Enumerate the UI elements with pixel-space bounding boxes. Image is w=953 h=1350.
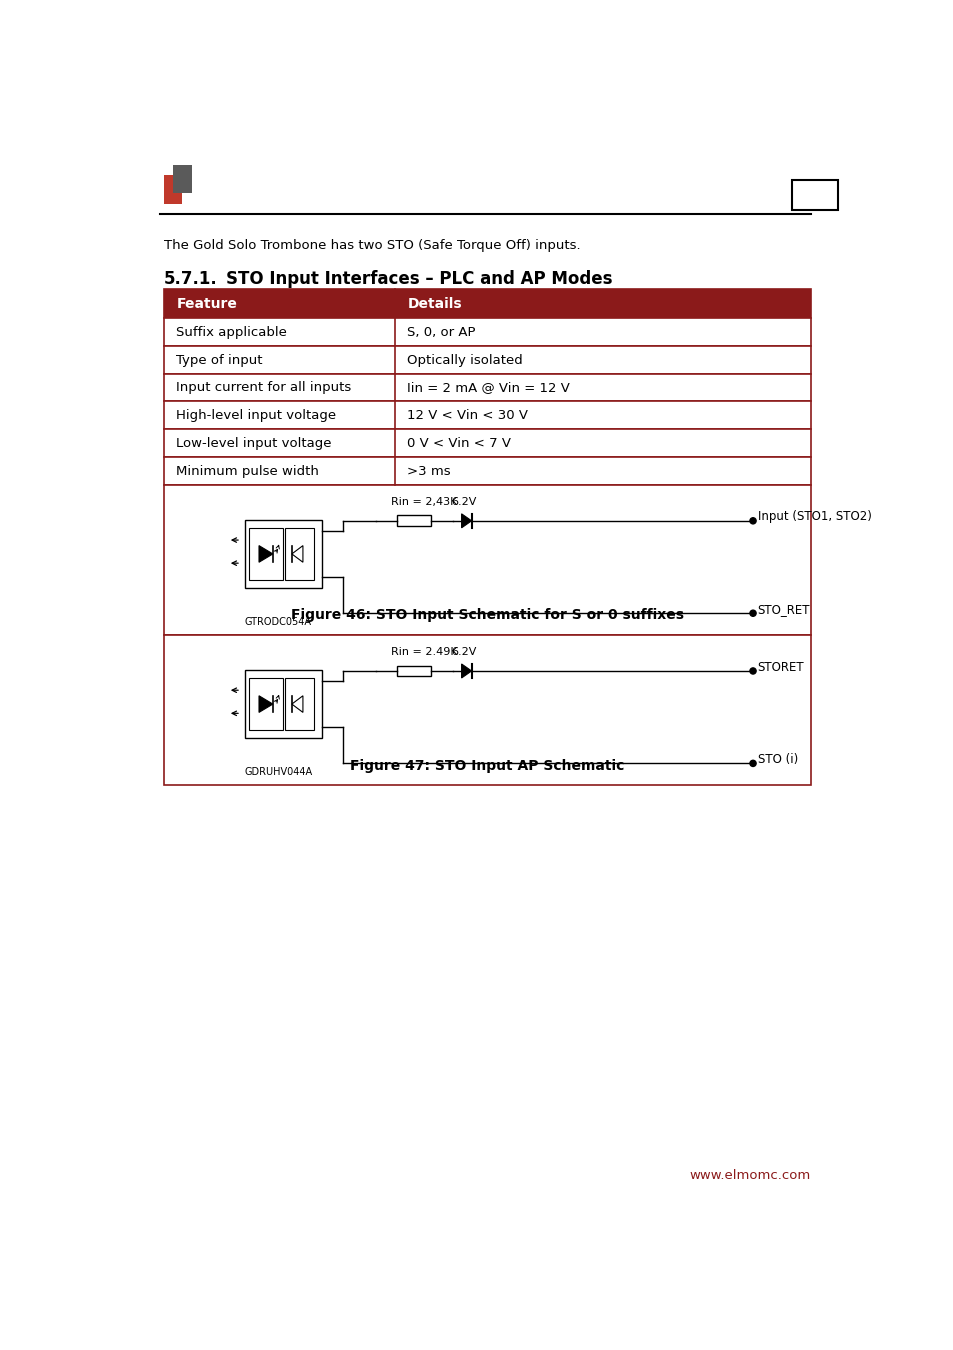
- Circle shape: [749, 760, 756, 767]
- Text: STO Input Interfaces – PLC and AP Modes: STO Input Interfaces – PLC and AP Modes: [225, 270, 612, 288]
- Circle shape: [749, 518, 756, 524]
- Text: Type of input: Type of input: [176, 354, 262, 367]
- Bar: [164, 485, 810, 634]
- Bar: [791, 181, 837, 209]
- Circle shape: [749, 668, 756, 674]
- Bar: [164, 346, 810, 374]
- Text: STORET: STORET: [757, 660, 803, 674]
- Bar: [285, 528, 314, 580]
- Bar: [285, 678, 314, 730]
- Polygon shape: [258, 695, 273, 713]
- Bar: [164, 634, 810, 784]
- Bar: [173, 165, 192, 193]
- Text: Input (STO1, STO2): Input (STO1, STO2): [757, 510, 871, 524]
- Text: Optically isolated: Optically isolated: [407, 354, 522, 367]
- Text: High-level input voltage: High-level input voltage: [176, 409, 336, 423]
- Polygon shape: [292, 545, 303, 562]
- Bar: [396, 516, 431, 526]
- Text: STO (i): STO (i): [757, 753, 797, 765]
- Text: Feature: Feature: [176, 297, 237, 310]
- Text: GTRODC054A: GTRODC054A: [245, 617, 312, 628]
- Polygon shape: [258, 545, 273, 562]
- Polygon shape: [461, 664, 471, 678]
- Bar: [396, 666, 431, 676]
- Text: S, 0, or AP: S, 0, or AP: [407, 325, 476, 339]
- Text: 5.7.1.: 5.7.1.: [164, 270, 217, 288]
- Bar: [164, 429, 810, 456]
- Text: Input current for all inputs: Input current for all inputs: [176, 382, 352, 394]
- Text: 6.2V: 6.2V: [451, 497, 476, 508]
- Text: 0 V < Vin < 7 V: 0 V < Vin < 7 V: [407, 437, 511, 450]
- Text: GDRUHV044A: GDRUHV044A: [245, 767, 313, 778]
- Bar: [249, 678, 282, 730]
- Text: Details: Details: [407, 297, 461, 310]
- Text: Figure 47: STO Input AP Schematic: Figure 47: STO Input AP Schematic: [350, 759, 624, 772]
- Polygon shape: [461, 514, 471, 528]
- Bar: [164, 176, 182, 204]
- Text: Iin = 2 mA @ Vin = 12 V: Iin = 2 mA @ Vin = 12 V: [407, 382, 570, 394]
- Text: www.elmomc.com: www.elmomc.com: [689, 1169, 810, 1183]
- Bar: [164, 289, 810, 319]
- Text: >3 ms: >3 ms: [407, 464, 451, 478]
- Polygon shape: [292, 695, 303, 713]
- Circle shape: [749, 610, 756, 617]
- Bar: [164, 401, 810, 429]
- Text: Minimum pulse width: Minimum pulse width: [176, 464, 319, 478]
- Text: 12 V < Vin < 30 V: 12 V < Vin < 30 V: [407, 409, 528, 423]
- Text: The Gold Solo Trombone has two STO (Safe Torque Off) inputs.: The Gold Solo Trombone has two STO (Safe…: [164, 239, 580, 252]
- Text: STO_RET: STO_RET: [757, 603, 809, 616]
- Text: Suffix applicable: Suffix applicable: [176, 325, 287, 339]
- Bar: [245, 520, 321, 587]
- Text: 6.2V: 6.2V: [451, 647, 476, 657]
- Bar: [164, 374, 810, 401]
- Bar: [164, 319, 810, 346]
- Bar: [245, 670, 321, 738]
- Text: Rin = 2,43K: Rin = 2,43K: [391, 497, 457, 508]
- Bar: [249, 528, 282, 580]
- Text: Rin = 2.49K: Rin = 2.49K: [391, 647, 457, 657]
- Bar: [164, 456, 810, 485]
- Text: Low-level input voltage: Low-level input voltage: [176, 437, 332, 450]
- Text: Figure 46: STO Input Schematic for S or 0 suffixes: Figure 46: STO Input Schematic for S or …: [291, 609, 683, 622]
